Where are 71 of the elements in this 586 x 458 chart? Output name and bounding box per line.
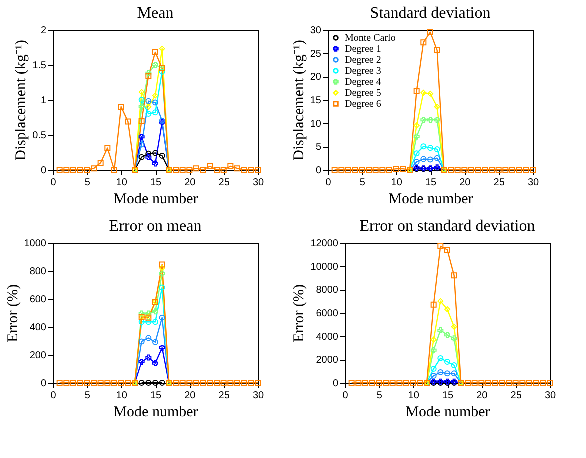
y-tick-label: 6000: [316, 308, 339, 320]
y-tick-label: 600: [30, 294, 47, 306]
x-tick-label: 0: [50, 390, 57, 402]
chart-title: Error on standard deviation: [360, 218, 536, 235]
x-tick-label: 10: [116, 178, 128, 188]
x-axis-title: Mode number: [406, 404, 490, 420]
y-tick-label: 800: [30, 266, 47, 278]
x-tick-label: 10: [391, 178, 403, 188]
x-tick-label: 5: [84, 178, 91, 188]
y-tick-label: 12000: [310, 238, 339, 250]
x-tick-label: 5: [84, 390, 91, 402]
y-tick-label: 15: [310, 96, 322, 106]
x-tick-label: 25: [510, 390, 522, 402]
y-tick-label: 4000: [316, 332, 339, 343]
y-tick-label: 2: [40, 26, 47, 36]
x-tick-label: 15: [150, 178, 162, 188]
x-tick-label: 30: [544, 390, 556, 402]
x-tick-label: 25: [494, 178, 506, 188]
x-tick-label: 5: [376, 390, 383, 402]
legend-label: Degree 1: [345, 44, 382, 55]
chart-title: Standard deviation: [370, 5, 491, 22]
y-tick-label: 0.5: [32, 130, 47, 142]
y-tick-label: 400: [30, 322, 47, 334]
x-tick-label: 0: [342, 390, 349, 402]
x-axis-title: Mode number: [114, 192, 198, 208]
y-tick-label: 0: [40, 378, 47, 390]
legend-label: Degree 4: [345, 77, 382, 88]
y-tick-label: 1: [40, 96, 47, 106]
y-tick-label: 25: [310, 48, 322, 60]
x-tick-label: 30: [528, 178, 540, 188]
x-tick-label: 20: [476, 390, 488, 402]
legend-label: Degree 3: [345, 66, 382, 77]
y-tick-label: 1000: [24, 238, 47, 250]
x-tick-label: 20: [184, 390, 196, 402]
x-tick-label: 25: [218, 178, 230, 188]
y-axis-title: Error (%): [292, 284, 308, 342]
chart-title: Mean: [137, 5, 174, 22]
y-axis-title: Displacement (kg⁻¹): [291, 40, 308, 161]
y-axis-title: Displacement (kg⁻¹): [14, 40, 30, 161]
y-tick-label: 0: [332, 378, 339, 390]
x-tick-label: 10: [116, 390, 128, 402]
x-tick-label: 15: [150, 390, 162, 402]
legend-label: Monte Carlo: [345, 33, 396, 44]
x-tick-label: 5: [360, 178, 366, 188]
x-tick-label: 15: [425, 178, 437, 188]
y-tick-label: 0: [316, 166, 322, 176]
x-tick-label: 25: [218, 390, 230, 402]
x-tick-label: 10: [408, 390, 420, 402]
y-axis-title: Error (%): [5, 284, 22, 342]
y-tick-label: 8000: [316, 285, 339, 296]
y-tick-label: 30: [310, 26, 322, 36]
x-tick-label: 0: [50, 178, 57, 188]
y-tick-label: 10: [310, 118, 322, 130]
y-tick-label: 200: [30, 350, 47, 362]
x-axis-title: Mode number: [114, 404, 198, 420]
x-tick-label: 20: [460, 178, 472, 188]
y-tick-label: 10000: [310, 262, 339, 273]
y-tick-label: 2000: [316, 355, 339, 366]
chart-title: Error on mean: [109, 218, 202, 235]
y-tick-label: 20: [310, 72, 322, 84]
legend-label: Degree 5: [345, 88, 382, 99]
x-axis-title: Mode number: [388, 192, 474, 208]
y-tick-label: 0: [40, 166, 47, 176]
y-tick-label: 5: [316, 142, 322, 154]
x-tick-label: 20: [184, 178, 196, 188]
legend-label: Degree 6: [345, 99, 382, 110]
legend-label: Degree 2: [345, 55, 382, 66]
x-tick-label: 15: [442, 390, 454, 402]
x-tick-label: 30: [252, 390, 264, 402]
y-tick-label: 1.5: [32, 60, 47, 72]
x-tick-label: 30: [252, 178, 264, 188]
